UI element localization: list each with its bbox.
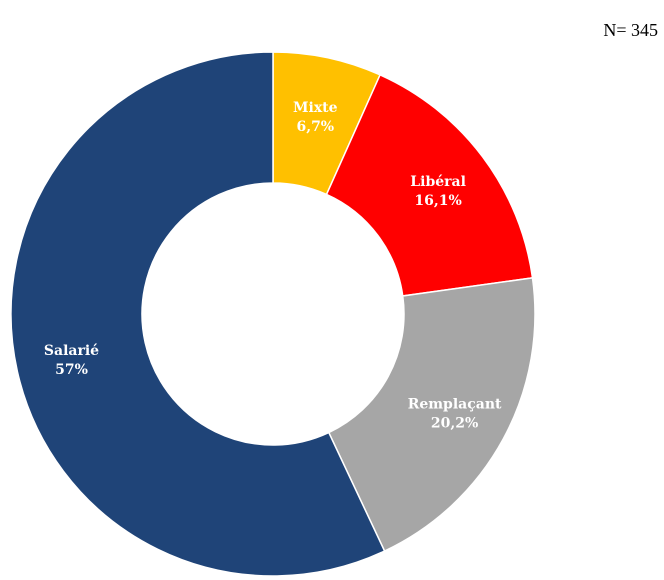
- sample-size-label: N= 345: [603, 20, 658, 40]
- slice-value-mixte: 6,7%: [296, 119, 334, 135]
- slice-label-group-remplacant: Remplaçant 20,2%: [408, 396, 502, 431]
- slice-value-salarie: 57%: [55, 362, 88, 378]
- slice-remplacant: [327, 277, 536, 553]
- slice-value-remplacant: 20,2%: [431, 415, 478, 431]
- slice-label-group-mixte: Mixte 6,7%: [293, 100, 338, 135]
- slice-label-liberal: Libéral: [410, 174, 466, 190]
- slice-salarie: [10, 51, 386, 577]
- slice-label-mixte: Mixte: [293, 100, 338, 116]
- slice-label-remplacant: Remplaçant: [408, 396, 502, 412]
- slice-label-group-liberal: Libéral 16,1%: [410, 174, 466, 209]
- slice-label-group-salarie: Salarié 57%: [44, 343, 99, 378]
- slice-liberal: [325, 73, 534, 297]
- slice-label-salarie: Salarié: [44, 343, 99, 359]
- slice-value-liberal: 16,1%: [414, 193, 461, 209]
